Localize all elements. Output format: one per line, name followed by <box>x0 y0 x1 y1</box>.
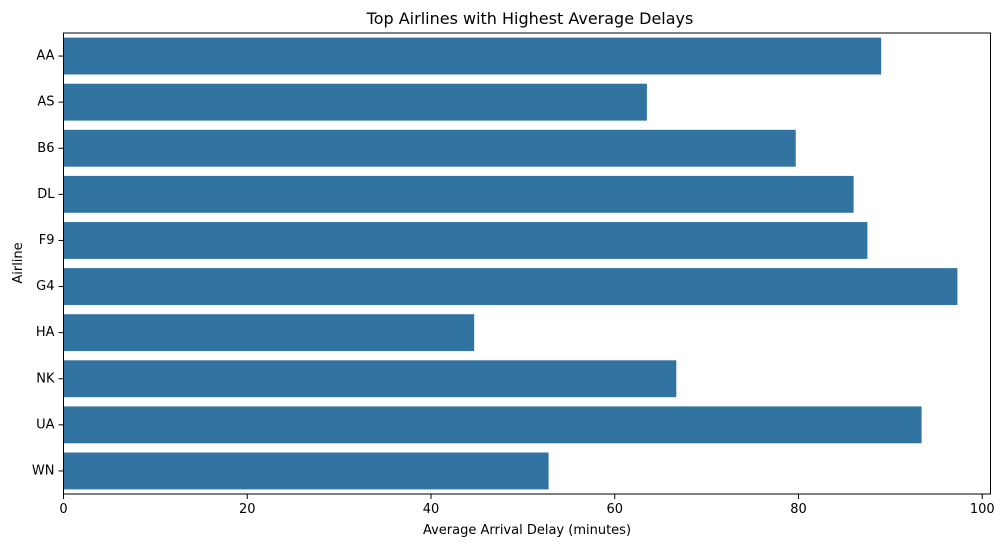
x-axis-ticks: 0 20 40 60 80 100 <box>59 494 995 517</box>
y-tick-label: HA <box>36 325 55 340</box>
y-axis-label: Airline <box>11 242 26 283</box>
chart-title: Top Airlines with Highest Average Delays <box>366 9 694 28</box>
x-tick-label: 40 <box>423 502 440 517</box>
y-tick-label: F9 <box>39 233 55 248</box>
bar-as <box>63 83 647 121</box>
bar-aa <box>63 37 882 75</box>
y-tick-label: G4 <box>36 279 54 294</box>
bar-b6 <box>63 129 796 167</box>
x-axis-label: Average Arrival Delay (minutes) <box>423 523 631 538</box>
y-tick-label: WN <box>32 463 55 478</box>
x-tick-label: 0 <box>59 502 67 517</box>
bars-group <box>63 37 958 490</box>
x-tick-label: 100 <box>970 502 995 517</box>
bar-wn <box>63 452 549 490</box>
y-axis-ticks: AA AS B6 DL F9 G4 HA NK UA WN <box>32 49 64 478</box>
y-tick-label: DL <box>37 187 55 202</box>
y-tick-label: AA <box>36 49 54 64</box>
x-tick-label: 20 <box>239 502 256 517</box>
bar-ua <box>63 406 922 444</box>
y-tick-label: AS <box>37 95 54 110</box>
plot-frame <box>63 32 991 495</box>
y-tick-label: B6 <box>37 141 54 156</box>
x-tick-label: 60 <box>606 502 623 517</box>
bar-f9 <box>63 222 868 259</box>
x-tick-label: 80 <box>790 502 807 517</box>
y-tick-label: UA <box>36 417 55 432</box>
bar-g4 <box>63 268 958 305</box>
bar-nk <box>63 360 677 398</box>
bar-dl <box>63 175 854 213</box>
bar-ha <box>63 314 475 352</box>
y-tick-label: NK <box>36 371 55 386</box>
